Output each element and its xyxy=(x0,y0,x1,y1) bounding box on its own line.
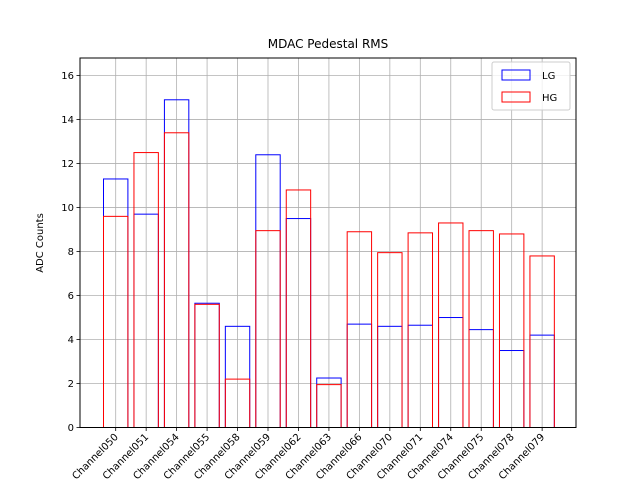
y-tick-label: 8 xyxy=(68,247,74,258)
y-tick-label: 4 xyxy=(68,335,74,346)
legend-swatch-hg xyxy=(501,91,531,103)
y-axis: 0 2 4 6 8 10 12 14 16 xyxy=(61,71,80,434)
y-tick-label: 14 xyxy=(61,115,74,126)
plot-frame xyxy=(79,57,577,428)
y-tick-label: 2 xyxy=(68,379,74,390)
y-tick-label: 10 xyxy=(61,203,74,214)
legend-swatch-lg xyxy=(501,69,531,81)
grid xyxy=(80,58,576,428)
chart-title: MDAC Pedestal RMS xyxy=(268,37,389,51)
legend-box xyxy=(491,61,571,111)
legend-label-hg: HG xyxy=(542,93,557,104)
legend-label-lg: LG xyxy=(542,71,555,82)
y-tick-label: 6 xyxy=(68,291,74,302)
y-tick-label: 16 xyxy=(61,71,74,82)
legend: LG HG xyxy=(491,61,571,111)
y-axis-label: ADC Counts xyxy=(35,213,46,273)
y-tick-label: 0 xyxy=(68,423,74,434)
y-tick-label: 12 xyxy=(61,159,74,170)
